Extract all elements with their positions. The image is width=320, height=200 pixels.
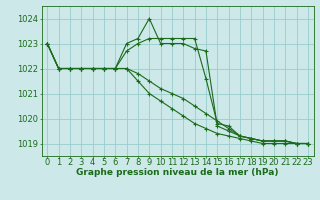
X-axis label: Graphe pression niveau de la mer (hPa): Graphe pression niveau de la mer (hPa) bbox=[76, 168, 279, 177]
